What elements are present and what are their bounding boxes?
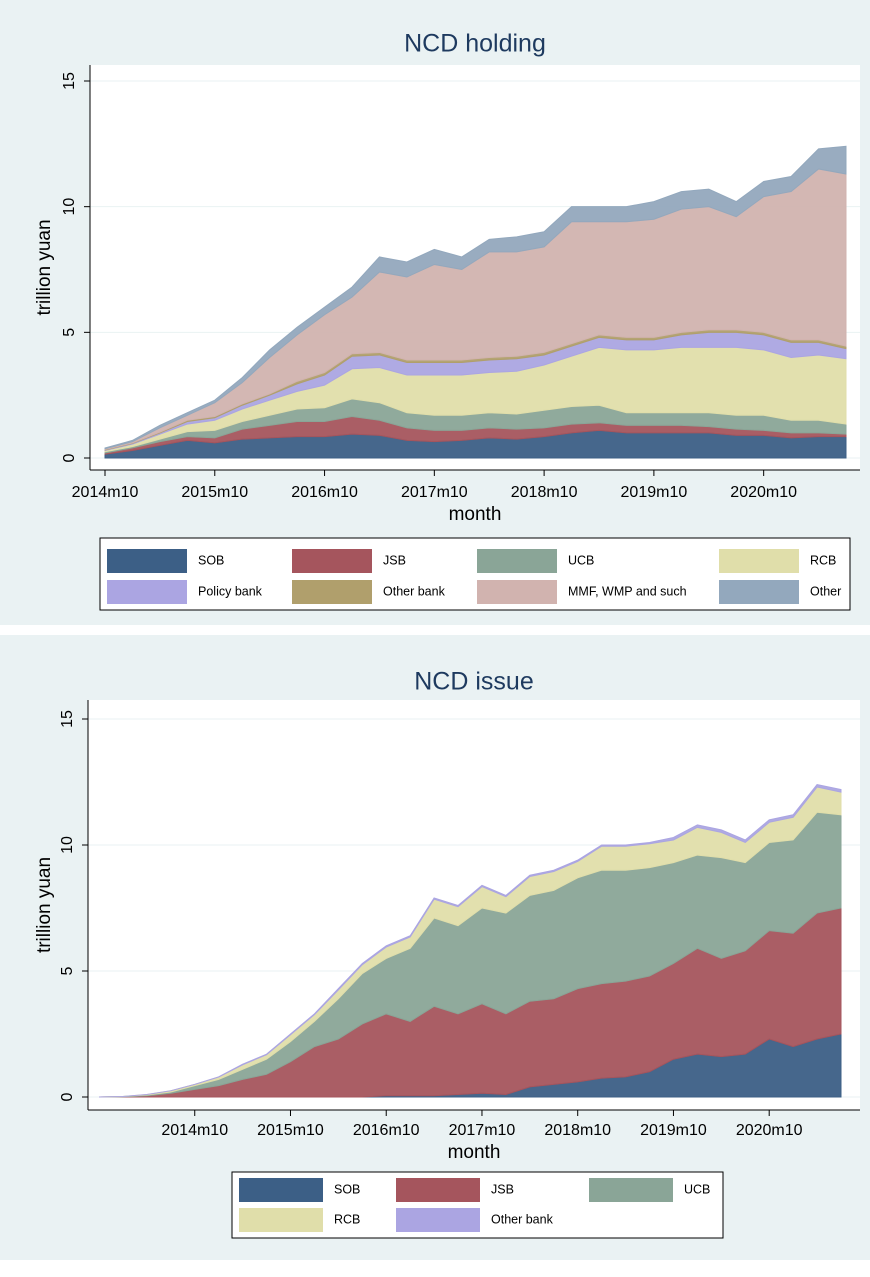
area <box>104 145 847 450</box>
legend-label: MMF, WMP and such <box>568 584 687 598</box>
y-tick-label: 15 <box>59 710 76 728</box>
y-axis-title: trillion yuan <box>34 219 55 315</box>
x-tick-label: 2015m10 <box>257 1122 324 1139</box>
x-tick-label: 2019m10 <box>640 1122 707 1139</box>
legend-swatch <box>239 1208 323 1232</box>
legend-swatch <box>396 1208 480 1232</box>
y-tick-label: 5 <box>61 328 78 337</box>
x-axis-title: month <box>449 504 502 525</box>
x-tick-label: 2016m10 <box>291 484 358 501</box>
chart-title: NCD issue <box>414 668 533 696</box>
y-tick-label: 0 <box>59 1092 76 1101</box>
y-axis-title: trillion yuan <box>34 857 55 953</box>
legend-swatch <box>107 549 187 573</box>
legend-label: RCB <box>334 1212 360 1226</box>
legend-swatch <box>239 1178 323 1202</box>
legend-label: Other bank <box>383 584 446 598</box>
legend-label: Other bank <box>491 1212 554 1226</box>
legend-label: SOB <box>198 553 224 567</box>
legend-label: Policy bank <box>198 584 263 598</box>
x-tick-label: 2017m10 <box>401 484 468 501</box>
legend-swatch <box>589 1178 673 1202</box>
x-tick-label: 2019m10 <box>621 484 688 501</box>
x-tick-label: 2018m10 <box>511 484 578 501</box>
legend-label: SOB <box>334 1182 360 1196</box>
y-tick-label: 10 <box>61 198 78 216</box>
x-tick-label: 2018m10 <box>544 1122 611 1139</box>
legend-label: JSB <box>491 1182 514 1196</box>
legend-swatch <box>107 580 187 604</box>
legend-swatch <box>719 580 799 604</box>
x-tick-label: 2016m10 <box>353 1122 420 1139</box>
legend-swatch <box>396 1178 480 1202</box>
x-axis-title: month <box>448 1142 501 1163</box>
legend-swatch <box>719 549 799 573</box>
legend-swatch <box>292 580 372 604</box>
x-tick-label: 2014m10 <box>72 484 139 501</box>
legend-swatch <box>477 549 557 573</box>
legend-label: UCB <box>568 553 594 567</box>
y-tick-label: 0 <box>61 453 78 462</box>
area <box>98 783 842 1098</box>
y-tick-label: 5 <box>59 966 76 975</box>
legend-label: Other <box>810 584 841 598</box>
legend-swatch <box>477 580 557 604</box>
x-tick-label: 2015m10 <box>181 484 248 501</box>
x-tick-label: 2014m10 <box>161 1122 228 1139</box>
legend-label: UCB <box>684 1182 710 1196</box>
y-tick-label: 10 <box>59 836 76 854</box>
chart-title: NCD holding <box>404 30 546 58</box>
x-tick-label: 2020m10 <box>730 484 797 501</box>
x-tick-label: 2017m10 <box>449 1122 516 1139</box>
legend-label: RCB <box>810 553 836 567</box>
legend-swatch <box>292 549 372 573</box>
x-tick-label: 2020m10 <box>736 1122 803 1139</box>
y-tick-label: 15 <box>61 72 78 90</box>
legend-label: JSB <box>383 553 406 567</box>
